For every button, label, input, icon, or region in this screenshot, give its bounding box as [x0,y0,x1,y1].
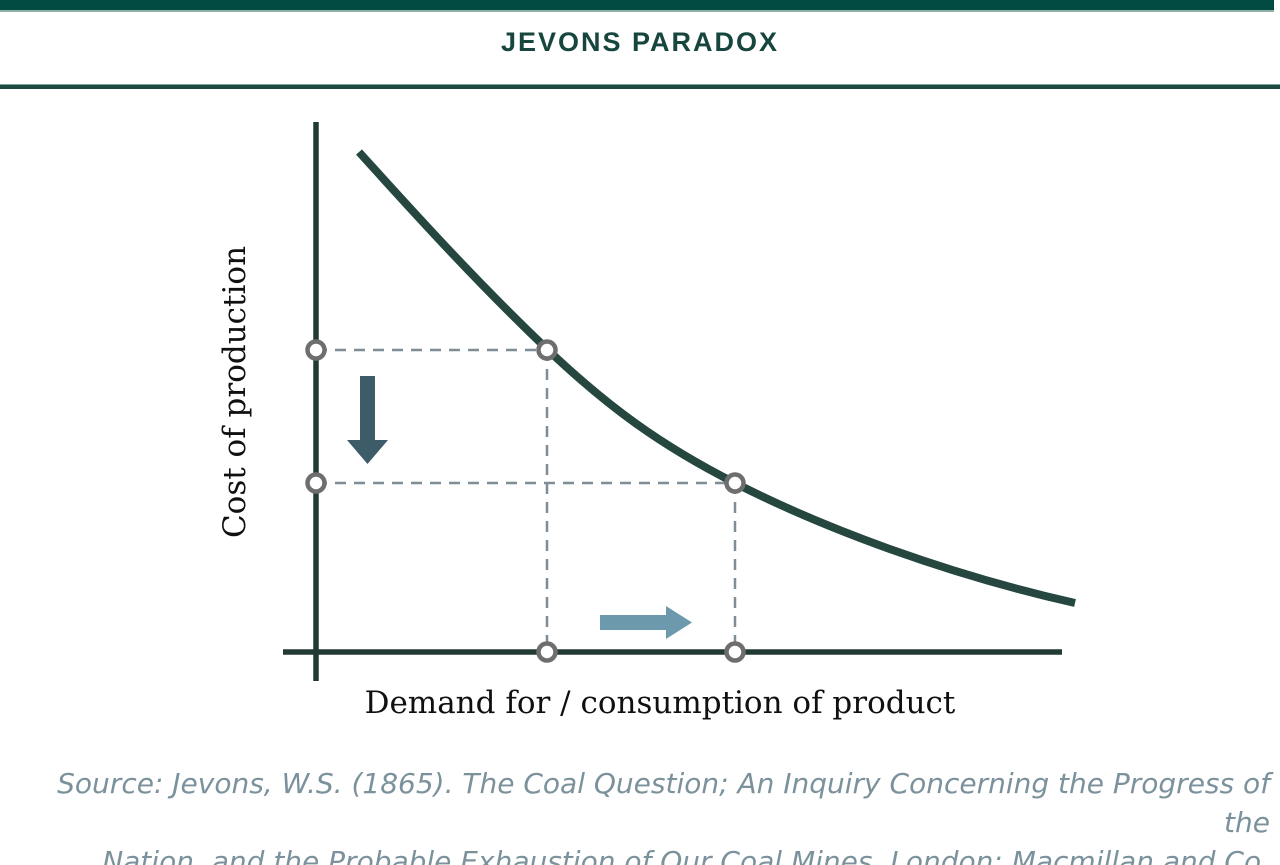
marker-curve-point-1 [536,339,558,361]
top-accent-bar [0,0,1274,12]
marker-yaxis-high-cost [305,339,327,361]
demand-curve [356,149,1076,607]
header-divider [0,84,1280,89]
source-citation: Source: Jevons, W.S. (1865). The Coal Qu… [10,764,1270,865]
demand-increase-arrow [600,606,692,639]
source-line-1: Source: Jevons, W.S. (1865). The Coal Qu… [57,767,1270,839]
page-title: JEVONS PARADOX [500,27,780,57]
source-line-2: Nation, and the Probable Exhaustion of O… [102,845,1270,865]
x-axis-label: Demand for / consumption of product [365,685,956,721]
marker-yaxis-low-cost [305,472,327,494]
marker-curve-point-2 [724,472,746,494]
y-axis-label: Cost of production [217,246,253,538]
marker-xaxis-high-demand [724,641,746,663]
marker-xaxis-low-demand [536,641,558,663]
cost-decrease-arrow [347,376,388,464]
